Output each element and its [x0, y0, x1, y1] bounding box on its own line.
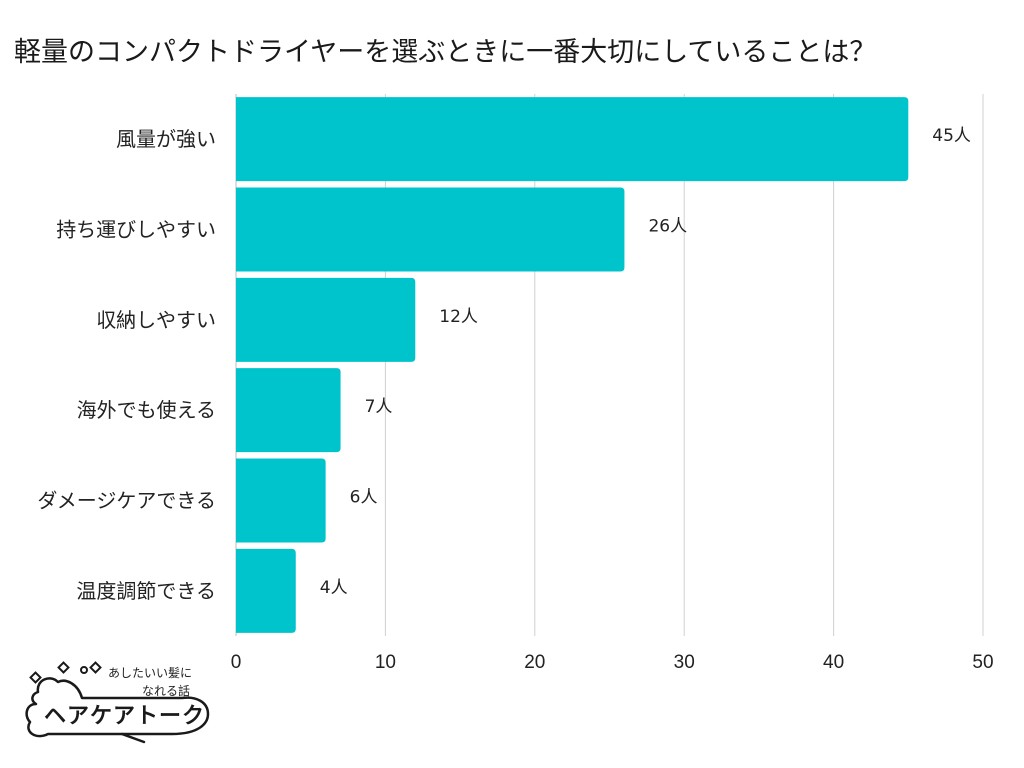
bar [236, 277, 416, 362]
category-label: ダメージケアできる [37, 489, 216, 513]
x-tick-label: 0 [231, 652, 242, 673]
logo-tagline-1: あしたいい髪に [108, 666, 193, 680]
bar [236, 368, 341, 453]
category-label: 海外でも使える [77, 398, 216, 422]
x-tick-label: 50 [972, 652, 993, 673]
category-label: 持ち運びしやすい [56, 218, 216, 242]
data-label: 6人 [350, 488, 378, 508]
bar [236, 97, 909, 182]
chart-title: 軽量のコンパクトドライヤーを選ぶときに一番大切にしていることは？ [14, 37, 877, 68]
bar [236, 458, 326, 543]
x-tick-label: 40 [823, 652, 844, 673]
data-label: 12人 [439, 307, 478, 327]
data-label: 45人 [932, 126, 971, 146]
category-label: 温度調節できる [76, 579, 216, 603]
data-label: 26人 [648, 217, 687, 237]
x-tick-label: 20 [524, 652, 545, 673]
brand-logo: あしたいい髪に なれる話 ヘアケアトーク [22, 660, 222, 745]
logo-bubble-icon [25, 661, 210, 744]
x-tick-label: 10 [375, 652, 396, 673]
logo-tagline-2: なれる話 [142, 684, 191, 698]
bar [236, 548, 296, 633]
logo-brand: ヘアケアトーク [44, 704, 206, 729]
data-label: 4人 [320, 578, 348, 598]
category-label: 収納しやすい [96, 308, 216, 332]
category-label: 風量が強い [116, 127, 216, 151]
data-label: 7人 [365, 397, 393, 417]
bar [236, 187, 625, 272]
x-tick-label: 30 [674, 652, 695, 673]
